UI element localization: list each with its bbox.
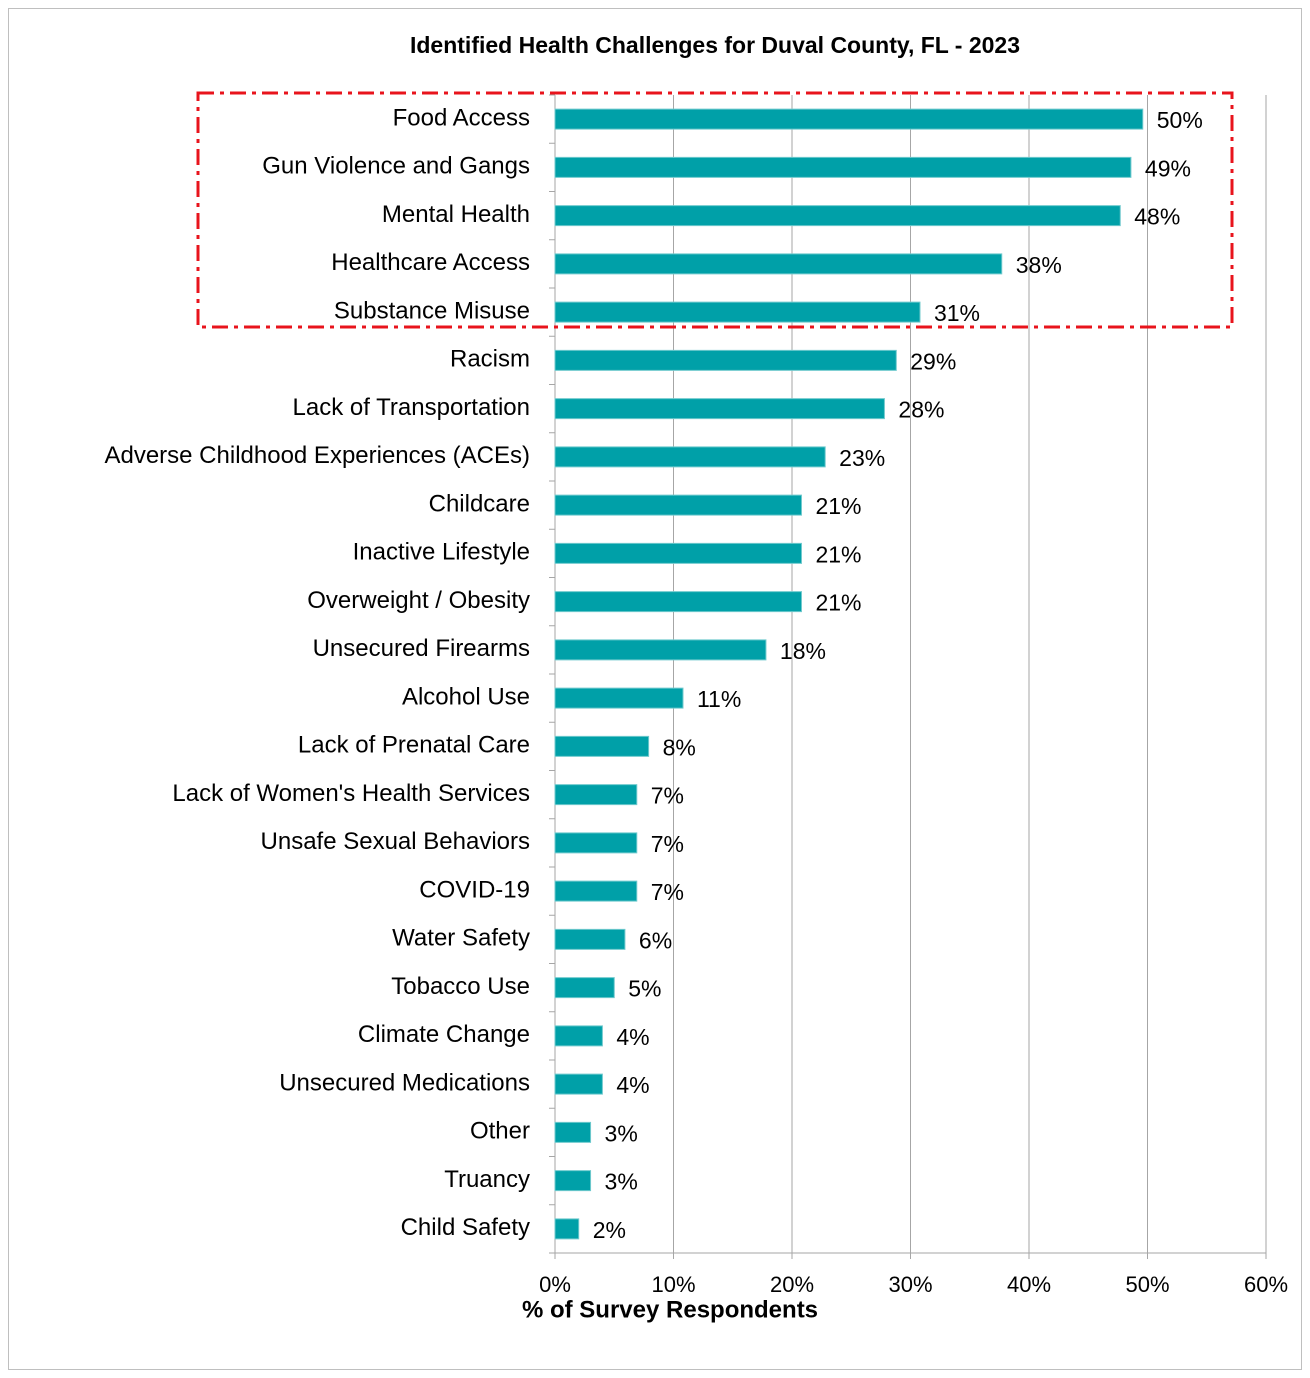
bar bbox=[554, 977, 615, 999]
y-tick-label: Other bbox=[470, 1118, 530, 1145]
x-tick-label: 20% bbox=[770, 1272, 814, 1297]
y-tick-label: Truancy bbox=[444, 1166, 530, 1193]
data-label: 7% bbox=[651, 831, 684, 857]
data-label: 50% bbox=[1157, 107, 1203, 133]
y-tick-label: Lack of Transportation bbox=[293, 394, 530, 421]
y-tick-label: Unsecured Medications bbox=[279, 1069, 530, 1096]
bar bbox=[554, 735, 650, 757]
y-tick-label: Childcare bbox=[429, 490, 530, 517]
chart-title: Identified Health Challenges for Duval C… bbox=[410, 32, 1020, 58]
data-label: 11% bbox=[697, 686, 741, 712]
y-tick-label: Food Access bbox=[393, 104, 530, 131]
x-axis-label: % of Survey Respondents bbox=[522, 1296, 818, 1323]
bar bbox=[554, 253, 1003, 275]
bar bbox=[554, 542, 802, 564]
data-label: 31% bbox=[934, 300, 980, 326]
data-label: 8% bbox=[663, 734, 696, 760]
bar bbox=[554, 784, 638, 806]
y-tick-label: Lack of Women's Health Services bbox=[172, 780, 530, 807]
data-label: 18% bbox=[780, 638, 826, 664]
y-tick-label: Substance Misuse bbox=[334, 297, 530, 324]
y-tick-label: Adverse Childhood Experiences (ACEs) bbox=[104, 442, 530, 469]
data-label: 29% bbox=[910, 348, 956, 374]
chart-border bbox=[8, 8, 1302, 1370]
y-tick-label: Healthcare Access bbox=[331, 249, 530, 276]
x-tick-label: 40% bbox=[1007, 1272, 1051, 1297]
bar bbox=[554, 1218, 580, 1240]
data-label: 2% bbox=[593, 1217, 626, 1243]
y-tick-label: Unsafe Sexual Behaviors bbox=[261, 828, 530, 855]
bar bbox=[554, 494, 802, 516]
bar bbox=[554, 1073, 603, 1095]
bar bbox=[554, 639, 767, 661]
bar bbox=[554, 1025, 603, 1047]
bar bbox=[554, 301, 921, 323]
bar bbox=[554, 928, 626, 950]
bar bbox=[554, 398, 885, 420]
y-tick-label: Tobacco Use bbox=[391, 973, 530, 1000]
bar bbox=[554, 446, 826, 468]
x-tick-label: 60% bbox=[1244, 1272, 1288, 1297]
y-tick-label: Water Safety bbox=[392, 925, 530, 952]
plot-area: 0% 10% 20% 30% 40% 50% 60% Food Access 50% Gun Vi… bbox=[104, 94, 1288, 1297]
data-label: 7% bbox=[651, 879, 684, 905]
y-tick-label: Lack of Prenatal Care bbox=[298, 732, 530, 759]
data-label: 3% bbox=[605, 1169, 638, 1195]
bar bbox=[554, 1170, 592, 1192]
y-tick-label: Child Safety bbox=[401, 1214, 530, 1241]
y-tick-label: COVID-19 bbox=[419, 876, 530, 903]
y-tick-label: Climate Change bbox=[358, 1021, 530, 1048]
bar bbox=[554, 205, 1121, 227]
bar bbox=[554, 108, 1144, 130]
data-label: 3% bbox=[605, 1120, 638, 1146]
data-label: 21% bbox=[815, 493, 861, 519]
y-tick-label: Inactive Lifestyle bbox=[353, 539, 530, 566]
data-label: 7% bbox=[651, 783, 684, 809]
y-tick-label: Alcohol Use bbox=[402, 683, 530, 710]
x-tick-label: 50% bbox=[1125, 1272, 1169, 1297]
data-label: 21% bbox=[815, 590, 861, 616]
data-label: 49% bbox=[1145, 155, 1191, 181]
y-tick-label: Mental Health bbox=[382, 201, 530, 228]
bar bbox=[554, 591, 802, 613]
bar bbox=[554, 687, 684, 709]
data-label: 6% bbox=[639, 927, 672, 953]
y-tick-label: Gun Violence and Gangs bbox=[262, 153, 530, 180]
bar bbox=[554, 832, 638, 854]
data-label: 4% bbox=[616, 1024, 649, 1050]
bar bbox=[554, 1121, 592, 1143]
bar bbox=[554, 349, 897, 371]
x-tick-label: 30% bbox=[888, 1272, 932, 1297]
bar bbox=[554, 880, 638, 902]
y-tick-label: Unsecured Firearms bbox=[313, 635, 530, 662]
y-tick-label: Overweight / Obesity bbox=[307, 587, 530, 614]
data-label: 4% bbox=[616, 1072, 649, 1098]
y-tick-label: Racism bbox=[450, 346, 530, 373]
bar bbox=[554, 156, 1132, 178]
data-label: 21% bbox=[815, 541, 861, 567]
x-tick-label: 0% bbox=[539, 1272, 571, 1297]
data-label: 23% bbox=[839, 445, 885, 471]
data-label: 28% bbox=[898, 397, 944, 423]
data-label: 38% bbox=[1016, 252, 1062, 278]
x-tick-label: 10% bbox=[651, 1272, 695, 1297]
data-label: 48% bbox=[1134, 204, 1180, 230]
highlight-box bbox=[196, 91, 1234, 329]
data-label: 5% bbox=[628, 976, 661, 1002]
